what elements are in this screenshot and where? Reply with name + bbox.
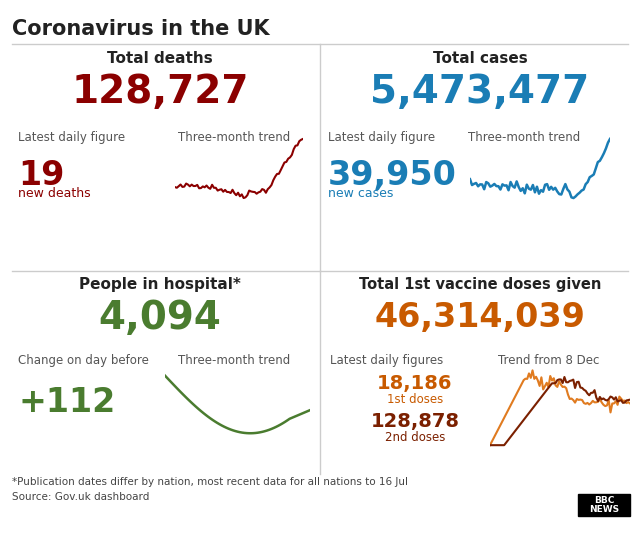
Text: Total 1st vaccine doses given: Total 1st vaccine doses given: [359, 277, 601, 292]
Text: BBC
NEWS: BBC NEWS: [589, 496, 619, 514]
Text: +112: +112: [18, 386, 115, 419]
Text: Source: Gov.uk dashboard: Source: Gov.uk dashboard: [12, 492, 149, 502]
Text: Total cases: Total cases: [433, 51, 527, 66]
Text: 4,094: 4,094: [99, 299, 221, 337]
Text: Three-month trend: Three-month trend: [178, 131, 291, 144]
Text: 5,473,477: 5,473,477: [371, 73, 589, 111]
Text: 128,727: 128,727: [71, 73, 249, 111]
Text: Three-month trend: Three-month trend: [468, 131, 580, 144]
Text: *Publication dates differ by nation, most recent data for all nations to 16 Jul: *Publication dates differ by nation, mos…: [12, 477, 408, 487]
Bar: [578, 494, 630, 516]
Text: 39,950: 39,950: [328, 159, 457, 192]
Text: new deaths: new deaths: [18, 187, 91, 200]
Text: 18,186: 18,186: [377, 374, 452, 393]
Text: Change on day before: Change on day before: [18, 354, 149, 367]
Text: 128,878: 128,878: [371, 412, 460, 431]
Text: 19: 19: [18, 159, 65, 192]
Text: Latest daily figure: Latest daily figure: [18, 131, 125, 144]
Text: 2nd doses: 2nd doses: [385, 431, 445, 444]
Text: 1st doses: 1st doses: [387, 393, 443, 406]
Text: People in hospital*: People in hospital*: [79, 277, 241, 292]
Text: Trend from 8 Dec: Trend from 8 Dec: [498, 354, 600, 367]
Text: Total deaths: Total deaths: [107, 51, 213, 66]
Text: new cases: new cases: [328, 187, 394, 200]
Text: Three-month trend: Three-month trend: [178, 354, 291, 367]
Text: Latest daily figure: Latest daily figure: [328, 131, 435, 144]
Text: 46,314,039: 46,314,039: [374, 301, 586, 334]
Text: Coronavirus in the UK: Coronavirus in the UK: [12, 19, 269, 39]
Text: Latest daily figures: Latest daily figures: [330, 354, 444, 367]
